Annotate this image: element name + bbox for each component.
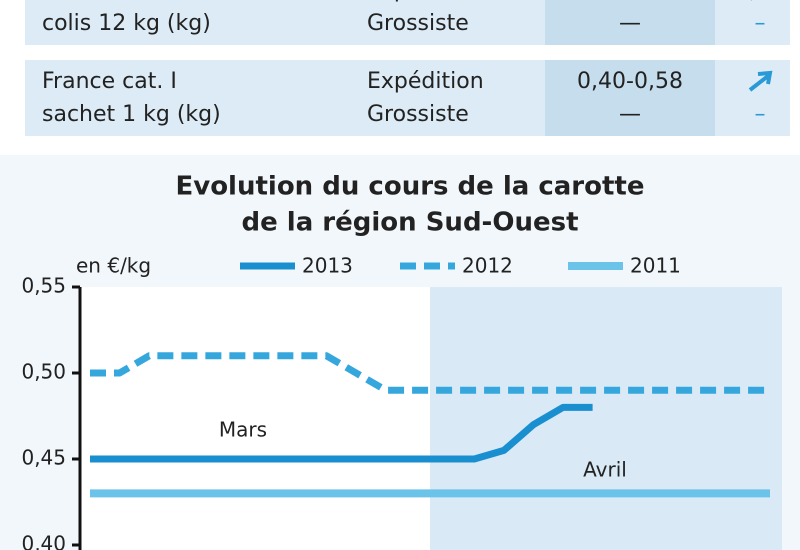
- legend-label: 2011: [630, 254, 681, 278]
- series-line: [90, 403, 593, 463]
- stage-text: Grossiste: [367, 11, 469, 36]
- chart: Evolution du cours de la carotte de la ré…: [0, 155, 800, 550]
- y-tick-label: 0,55: [21, 274, 66, 298]
- price-cell: 0,40-0,58 —: [545, 0, 715, 45]
- price-cell: 0,40-0,58 —: [545, 60, 715, 136]
- y-tick-label: 0,40: [21, 532, 66, 550]
- table-row: France cat. I colis 12 kg (kg) Expédition G…: [25, 0, 790, 45]
- y-tick-label: 0,50: [21, 360, 66, 384]
- trend-text: –: [754, 102, 766, 127]
- product-cell: France cat. I colis 12 kg (kg): [42, 0, 342, 45]
- stage-text: Expédition: [367, 0, 547, 7]
- april-shade: [430, 287, 782, 550]
- stage-text: Expédition: [367, 69, 484, 94]
- series-line: [90, 352, 770, 394]
- trend-cell: –: [730, 60, 790, 136]
- price-table: France cat. I colis 12 kg (kg) Expédition G…: [0, 0, 800, 150]
- legend-label: 2013: [302, 254, 353, 278]
- trend-arrow: [750, 0, 752, 1]
- product-text: sachet 1 kg (kg): [42, 102, 221, 127]
- table-row: France cat. I sachet 1 kg (kg) Expédition G…: [25, 60, 790, 136]
- trend-cell: –: [730, 0, 790, 45]
- trend-text: –: [754, 11, 766, 36]
- y-tick-label: 0,45: [21, 446, 66, 470]
- legend-label: 2012: [462, 254, 513, 278]
- price-text: —: [619, 11, 641, 36]
- price-text: —: [619, 102, 641, 127]
- product-text: France cat. I: [42, 0, 342, 7]
- stage-text: Grossiste: [367, 102, 469, 127]
- annotation: Mars: [219, 418, 267, 442]
- y-axis-unit: en €/kg: [76, 254, 151, 278]
- product-text: colis 12 kg (kg): [42, 11, 211, 36]
- chart-title: Evolution du cours de la carotte: [175, 172, 644, 202]
- product-cell: France cat. I sachet 1 kg (kg): [42, 60, 342, 136]
- march-area: [80, 287, 430, 550]
- chart-title: de la région Sud-Ouest: [242, 208, 579, 238]
- stage-cell: Expédition Grossiste: [367, 0, 547, 45]
- product-text: France cat. I: [42, 69, 177, 94]
- price-text: 0,40-0,58: [545, 0, 715, 7]
- trend-arrow: [748, 70, 773, 92]
- stage-cell: Expédition Grossiste: [367, 60, 547, 136]
- price-text: 0,40-0,58: [577, 69, 683, 94]
- annotation: Avril: [583, 458, 627, 482]
